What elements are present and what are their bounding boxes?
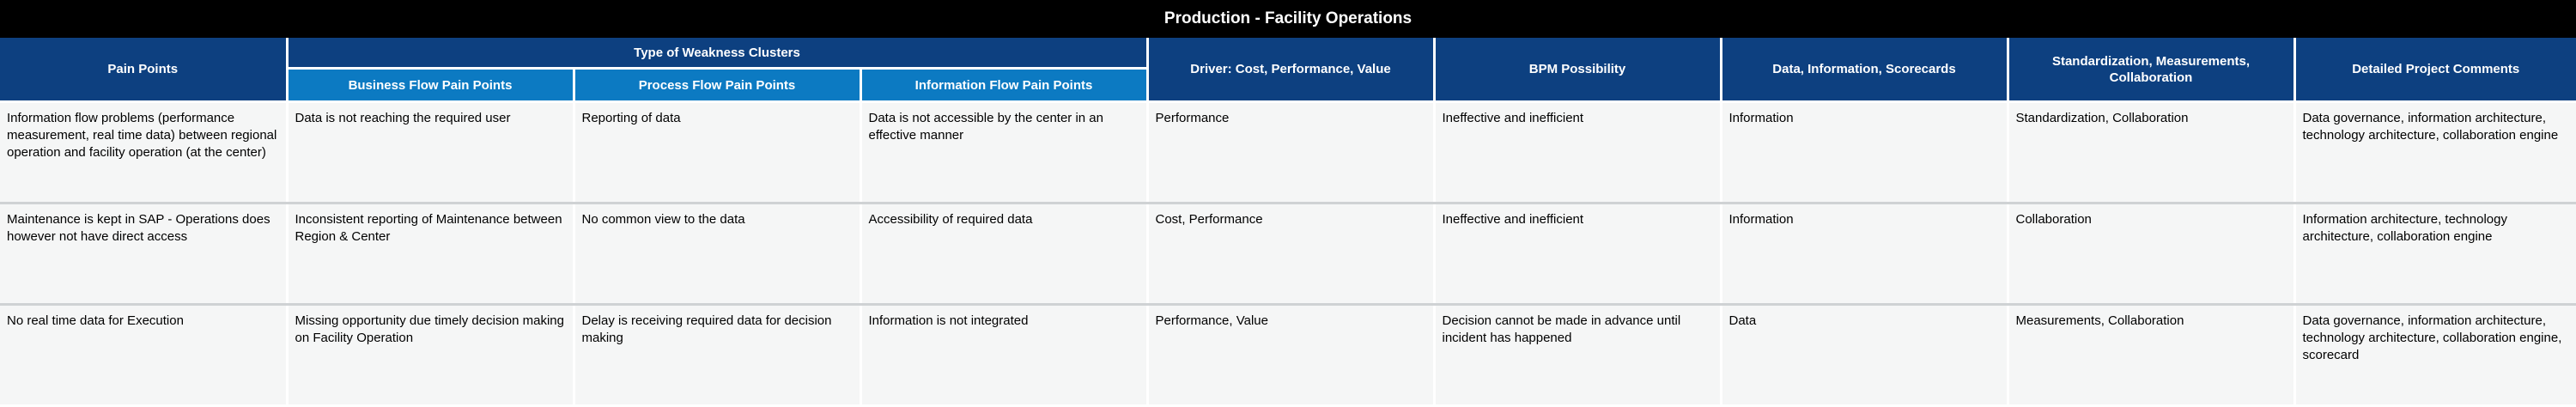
header-process-flow[interactable]: Process Flow Pain Points	[574, 68, 862, 103]
cell-pain-point[interactable]: Maintenance is kept in SAP - Operations …	[0, 203, 289, 306]
header-pain-points[interactable]: Pain Points	[0, 38, 289, 103]
cell-process-flow[interactable]: Reporting of data	[574, 101, 862, 204]
header-data-information-scorecards[interactable]: Data, Information, Scorecards	[1721, 38, 2009, 103]
cell-comments[interactable]: Data governance, information architectur…	[2294, 304, 2576, 407]
cell-information-flow[interactable]: Information is not integrated	[860, 304, 1149, 407]
cell-business-flow[interactable]: Missing opportunity due timely decision …	[287, 304, 575, 407]
cell-process-flow[interactable]: Delay is receiving required data for dec…	[574, 304, 862, 407]
cell-data-info[interactable]: Information	[1721, 101, 2009, 204]
cell-bpm[interactable]: Ineffective and inefficient	[1434, 101, 1722, 204]
header-standardization[interactable]: Standardization, Measurements, Collabora…	[2008, 38, 2296, 103]
header-driver[interactable]: Driver: Cost, Performance, Value	[1147, 38, 1436, 103]
table-row: Maintenance is kept in SAP - Operations …	[0, 203, 2576, 306]
header-business-flow[interactable]: Business Flow Pain Points	[287, 68, 575, 103]
cell-pain-point[interactable]: Information flow problems (performance m…	[0, 101, 289, 204]
cell-bpm[interactable]: Ineffective and inefficient	[1434, 203, 1722, 306]
cell-driver[interactable]: Cost, Performance	[1147, 203, 1436, 306]
cell-driver[interactable]: Performance	[1147, 101, 1436, 204]
cell-business-flow[interactable]: Data is not reaching the required user	[287, 101, 575, 204]
pain-points-table: Pain Points Type of Weakness Clusters Dr…	[0, 38, 2576, 407]
cell-data-info[interactable]: Data	[1721, 304, 2009, 407]
header-bpm-possibility[interactable]: BPM Possibility	[1434, 38, 1722, 103]
cell-data-info[interactable]: Information	[1721, 203, 2009, 306]
cell-driver[interactable]: Performance, Value	[1147, 304, 1436, 407]
cell-pain-point[interactable]: No real time data for Execution	[0, 304, 289, 407]
table-row: No real time data for Execution Missing …	[0, 304, 2576, 407]
header-detailed-project-comments[interactable]: Detailed Project Comments	[2294, 38, 2576, 103]
cell-bpm[interactable]: Decision cannot be made in advance until…	[1434, 304, 1722, 407]
sheet-title: Production - Facility Operations	[0, 0, 2576, 38]
cell-standardization[interactable]: Measurements, Collaboration	[2008, 304, 2296, 407]
header-standardization-label: Standardization, Measurements, Collabora…	[2051, 53, 2251, 85]
cell-standardization[interactable]: Collaboration	[2008, 203, 2296, 306]
cell-process-flow[interactable]: No common view to the data	[574, 203, 862, 306]
cell-business-flow[interactable]: Inconsistent reporting of Maintenance be…	[287, 203, 575, 306]
cell-comments[interactable]: Data governance, information architectur…	[2294, 101, 2576, 204]
cell-standardization[interactable]: Standardization, Collaboration	[2008, 101, 2296, 204]
table-row: Information flow problems (performance m…	[0, 101, 2576, 204]
cell-information-flow[interactable]: Data is not accessible by the center in …	[860, 101, 1149, 204]
header-information-flow[interactable]: Information Flow Pain Points	[860, 68, 1149, 103]
cell-comments[interactable]: Information architecture, technology arc…	[2294, 203, 2576, 306]
header-type-of-weakness-clusters[interactable]: Type of Weakness Clusters	[287, 38, 1149, 70]
cell-information-flow[interactable]: Accessibility of required data	[860, 203, 1149, 306]
